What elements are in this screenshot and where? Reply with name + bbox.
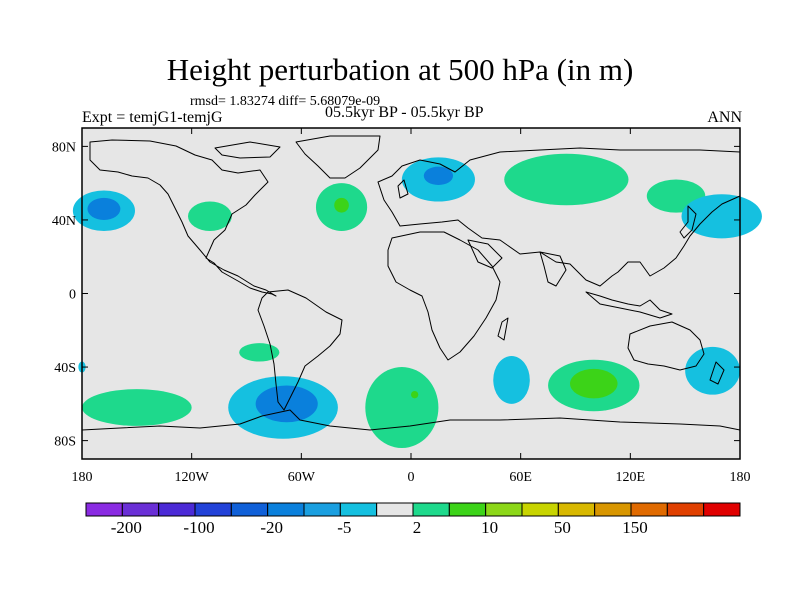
colorbar-swatch bbox=[194, 502, 232, 517]
lon-tick-label: 120W bbox=[175, 470, 210, 485]
experiment-label: Expt = temjG1-temjG bbox=[82, 109, 223, 126]
coast-new-zealand bbox=[709, 361, 725, 385]
colorbar-label: -20 bbox=[260, 518, 283, 537]
lon-tick-label: 180 bbox=[730, 470, 751, 485]
coast-india bbox=[539, 251, 567, 287]
lon-tick-label: 60W bbox=[288, 470, 316, 485]
anomaly-south-indian-blue bbox=[493, 356, 530, 404]
colorbar-swatch bbox=[557, 502, 596, 517]
coast-greenland bbox=[295, 135, 381, 179]
colorbar-swatch bbox=[339, 502, 378, 517]
anomaly-south-pacific-west-green bbox=[82, 389, 192, 426]
coast-antarctica bbox=[81, 409, 741, 460]
lat-tick-label: 40N bbox=[52, 214, 76, 229]
colorbar-swatch bbox=[703, 502, 741, 517]
colorbar-swatch bbox=[485, 502, 523, 517]
colorbar-swatch bbox=[303, 502, 341, 517]
coast-arabia bbox=[467, 239, 503, 269]
colorbar-swatch bbox=[158, 502, 196, 517]
anomaly-south-indian-core bbox=[570, 368, 618, 399]
anomaly-layer bbox=[72, 153, 762, 448]
colorbar-label: 50 bbox=[554, 518, 571, 537]
colorbar-label: -5 bbox=[337, 518, 351, 537]
lon-tick-label: 0 bbox=[408, 470, 415, 485]
season-label: ANN bbox=[707, 109, 742, 126]
coast-indonesia bbox=[585, 291, 673, 319]
lat-tick-label: 80N bbox=[52, 140, 76, 155]
coast-arctic-islands bbox=[214, 141, 281, 159]
anomaly-north-america-green bbox=[188, 201, 232, 231]
coastlines bbox=[81, 135, 741, 460]
colorbar-swatch bbox=[267, 502, 305, 517]
coast-british-isles bbox=[397, 179, 409, 199]
coast-australia bbox=[627, 321, 705, 371]
colorbar-label: -100 bbox=[183, 518, 214, 537]
colorbar-swatch bbox=[412, 502, 450, 517]
colorbar-swatch bbox=[448, 502, 487, 517]
coast-japan bbox=[679, 205, 697, 239]
colorbar-swatch bbox=[521, 502, 559, 517]
stats-line: rmsd= 1.83274 diff= 5.68079e-09 bbox=[190, 94, 381, 109]
anomaly-south-pacific-green bbox=[239, 343, 280, 362]
colorbar-label: 2 bbox=[413, 518, 422, 537]
coast-africa bbox=[387, 231, 501, 361]
colorbar-label: -200 bbox=[111, 518, 142, 537]
lon-tick-label: 60E bbox=[509, 470, 532, 485]
anomaly-north-pacific-core bbox=[87, 197, 121, 220]
anomaly-west-pacific-blue bbox=[681, 194, 762, 239]
colorbar-label: 150 bbox=[622, 518, 648, 537]
lat-tick-label: 40S bbox=[54, 361, 76, 376]
lat-tick-label: 0 bbox=[69, 288, 76, 303]
lat-tick-label: 80S bbox=[54, 435, 76, 450]
coast-eurasia bbox=[377, 147, 741, 287]
colorbar-swatch bbox=[230, 502, 269, 517]
colorbar-swatch bbox=[376, 502, 414, 517]
anomaly-north-atlantic-core bbox=[334, 197, 349, 213]
coast-madagascar bbox=[497, 317, 509, 341]
colorbar-swatch bbox=[121, 502, 160, 517]
anomaly-scandinavia-core bbox=[423, 166, 454, 186]
coast-north-america bbox=[89, 139, 277, 297]
colorbar-swatch bbox=[85, 502, 123, 517]
colorbar-label: 10 bbox=[481, 518, 498, 537]
period-label: 05.5kyr BP - 05.5kyr BP bbox=[325, 104, 484, 121]
anomaly-south-atlantic-green bbox=[365, 367, 439, 448]
anomaly-south-atlantic-core bbox=[411, 390, 419, 399]
coast-south-america bbox=[257, 289, 343, 411]
anomaly-siberia-green bbox=[504, 153, 629, 206]
lon-tick-label: 180 bbox=[72, 470, 93, 485]
map-axes: 80N 40N 0 40S 80S 180 120W 60W 0 60E 120E 180 bbox=[52, 128, 751, 485]
colorbar: -200 -100 -20 -5 2 10 50 150 bbox=[85, 502, 741, 537]
lon-tick-label: 120E bbox=[616, 470, 646, 485]
plot-title: Height perturbation at 500 hPa (in m) bbox=[166, 52, 634, 87]
colorbar-swatch bbox=[594, 502, 632, 517]
colorbar-swatch bbox=[666, 502, 705, 517]
colorbar-swatch bbox=[630, 502, 668, 517]
